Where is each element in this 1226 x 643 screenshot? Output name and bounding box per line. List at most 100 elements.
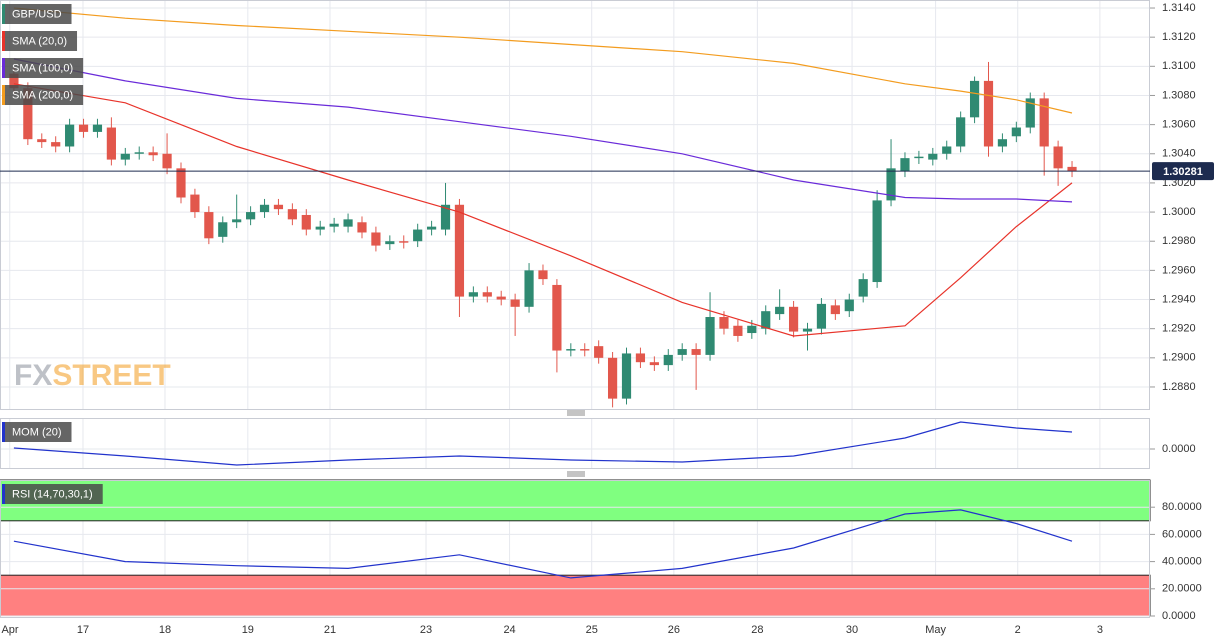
candle-body xyxy=(649,362,659,366)
indicator-line xyxy=(13,421,1073,466)
overlay-layer: 1.2880 1.2900 1.2920 1.2940 1.2960 1.2980 1.30… xyxy=(0,2,1214,636)
candle-body xyxy=(106,127,116,160)
candle-body xyxy=(788,306,799,332)
candle-body xyxy=(844,299,854,312)
watermark-part: STREET xyxy=(52,359,170,392)
y-tick-label: 0.0000 xyxy=(1162,443,1196,455)
overbought-band xyxy=(0,479,1151,522)
y-tick-label: 1.3040 xyxy=(1162,148,1196,160)
candle-body xyxy=(440,204,451,230)
indicator-line xyxy=(13,83,1073,337)
y-tick-label: 0.0000 xyxy=(1162,610,1196,622)
x-tick-label: 28 xyxy=(751,624,763,636)
candle-body xyxy=(232,219,242,223)
candle-body xyxy=(830,305,840,315)
legend-box xyxy=(2,484,103,504)
candle-body xyxy=(621,353,632,399)
x-tick-label: 23 xyxy=(420,624,432,636)
candle-body xyxy=(524,270,534,307)
indicator-line xyxy=(13,58,1073,203)
legend-swatch xyxy=(2,484,5,504)
legend-swatch xyxy=(2,58,5,78)
y-tick-label: 1.3000 xyxy=(1162,206,1196,218)
candle-body xyxy=(399,241,409,243)
legend-label: MOM (20) xyxy=(12,426,62,438)
candle-body xyxy=(496,296,506,300)
x-tick-label: 2 xyxy=(1015,624,1021,636)
y-tick-label: 20.0000 xyxy=(1162,583,1202,595)
candle-body xyxy=(914,156,924,159)
panel-backgrounds xyxy=(0,0,1151,617)
candle-body xyxy=(78,124,89,132)
candle-body xyxy=(413,229,423,242)
candle-body xyxy=(872,200,882,283)
candle-body xyxy=(301,214,311,230)
panel-handle xyxy=(567,410,585,416)
candle-body xyxy=(594,346,604,358)
candle-body xyxy=(343,219,353,227)
candle-body xyxy=(287,209,297,220)
candle-body xyxy=(9,73,19,89)
legend-label: GBP/USD xyxy=(12,8,62,20)
candle-body xyxy=(566,349,576,351)
candle-body xyxy=(858,279,868,297)
y-tick-label: 1.2880 xyxy=(1162,381,1196,393)
x-tick-label: 26 xyxy=(668,624,680,636)
mom-panel-border xyxy=(0,418,1150,469)
y-tick-label: 1.2900 xyxy=(1162,352,1196,364)
candle-body xyxy=(259,204,270,213)
x-tick-label: 3 xyxy=(1097,624,1103,636)
candle-body xyxy=(1025,98,1035,128)
candle-body xyxy=(1053,146,1063,169)
candle-body xyxy=(886,168,896,201)
candle-body xyxy=(190,194,200,213)
panel-handle xyxy=(567,471,585,477)
x-tick-label: 17 xyxy=(77,624,89,636)
candle-body xyxy=(552,284,562,351)
x-tick-label: May xyxy=(925,624,946,636)
candle-body xyxy=(733,325,743,336)
x-tick-label: Apr xyxy=(1,624,18,636)
y-tick-label: 1.2960 xyxy=(1162,264,1196,276)
candle-body xyxy=(928,153,938,160)
x-tick-label: 25 xyxy=(586,624,598,636)
candle-body xyxy=(468,292,478,297)
candle-body xyxy=(775,306,785,315)
y-tick-label: 1.2980 xyxy=(1162,235,1196,247)
candle-body xyxy=(663,354,673,366)
candle-body xyxy=(942,146,952,154)
legend-swatch xyxy=(2,85,5,105)
y-tick-label: 1.2920 xyxy=(1162,323,1196,335)
candle-body xyxy=(371,232,381,246)
candle-body xyxy=(691,349,701,355)
candle-body xyxy=(607,357,618,399)
candle-body xyxy=(204,212,214,239)
candle-body xyxy=(983,80,994,147)
candle-body xyxy=(802,328,813,332)
candle-body xyxy=(635,353,646,363)
y-tick-label: 1.3100 xyxy=(1162,60,1196,72)
candle-body xyxy=(65,124,75,147)
x-tick-label: 19 xyxy=(242,624,254,636)
candle-body xyxy=(51,142,61,147)
x-tick-label: 30 xyxy=(846,624,858,636)
legend-swatch xyxy=(2,31,5,51)
candle-body xyxy=(580,349,590,351)
candle-body xyxy=(510,299,520,307)
y-tick-label: 1.3080 xyxy=(1162,89,1196,101)
candle-body xyxy=(23,88,33,140)
candle-body xyxy=(761,311,771,329)
candle-body xyxy=(719,317,729,329)
y-tick-label: 1.3140 xyxy=(1162,2,1196,14)
candle-body xyxy=(816,303,827,329)
candle-body xyxy=(315,226,325,230)
indicator-line xyxy=(13,509,1073,579)
candle-body xyxy=(120,153,130,160)
x-tick-label: 21 xyxy=(324,624,336,636)
candle-body xyxy=(1067,166,1077,172)
candle-body xyxy=(162,153,172,169)
candle-body xyxy=(329,223,339,227)
panel-background xyxy=(0,0,1150,410)
x-tick-label: 18 xyxy=(159,624,171,636)
